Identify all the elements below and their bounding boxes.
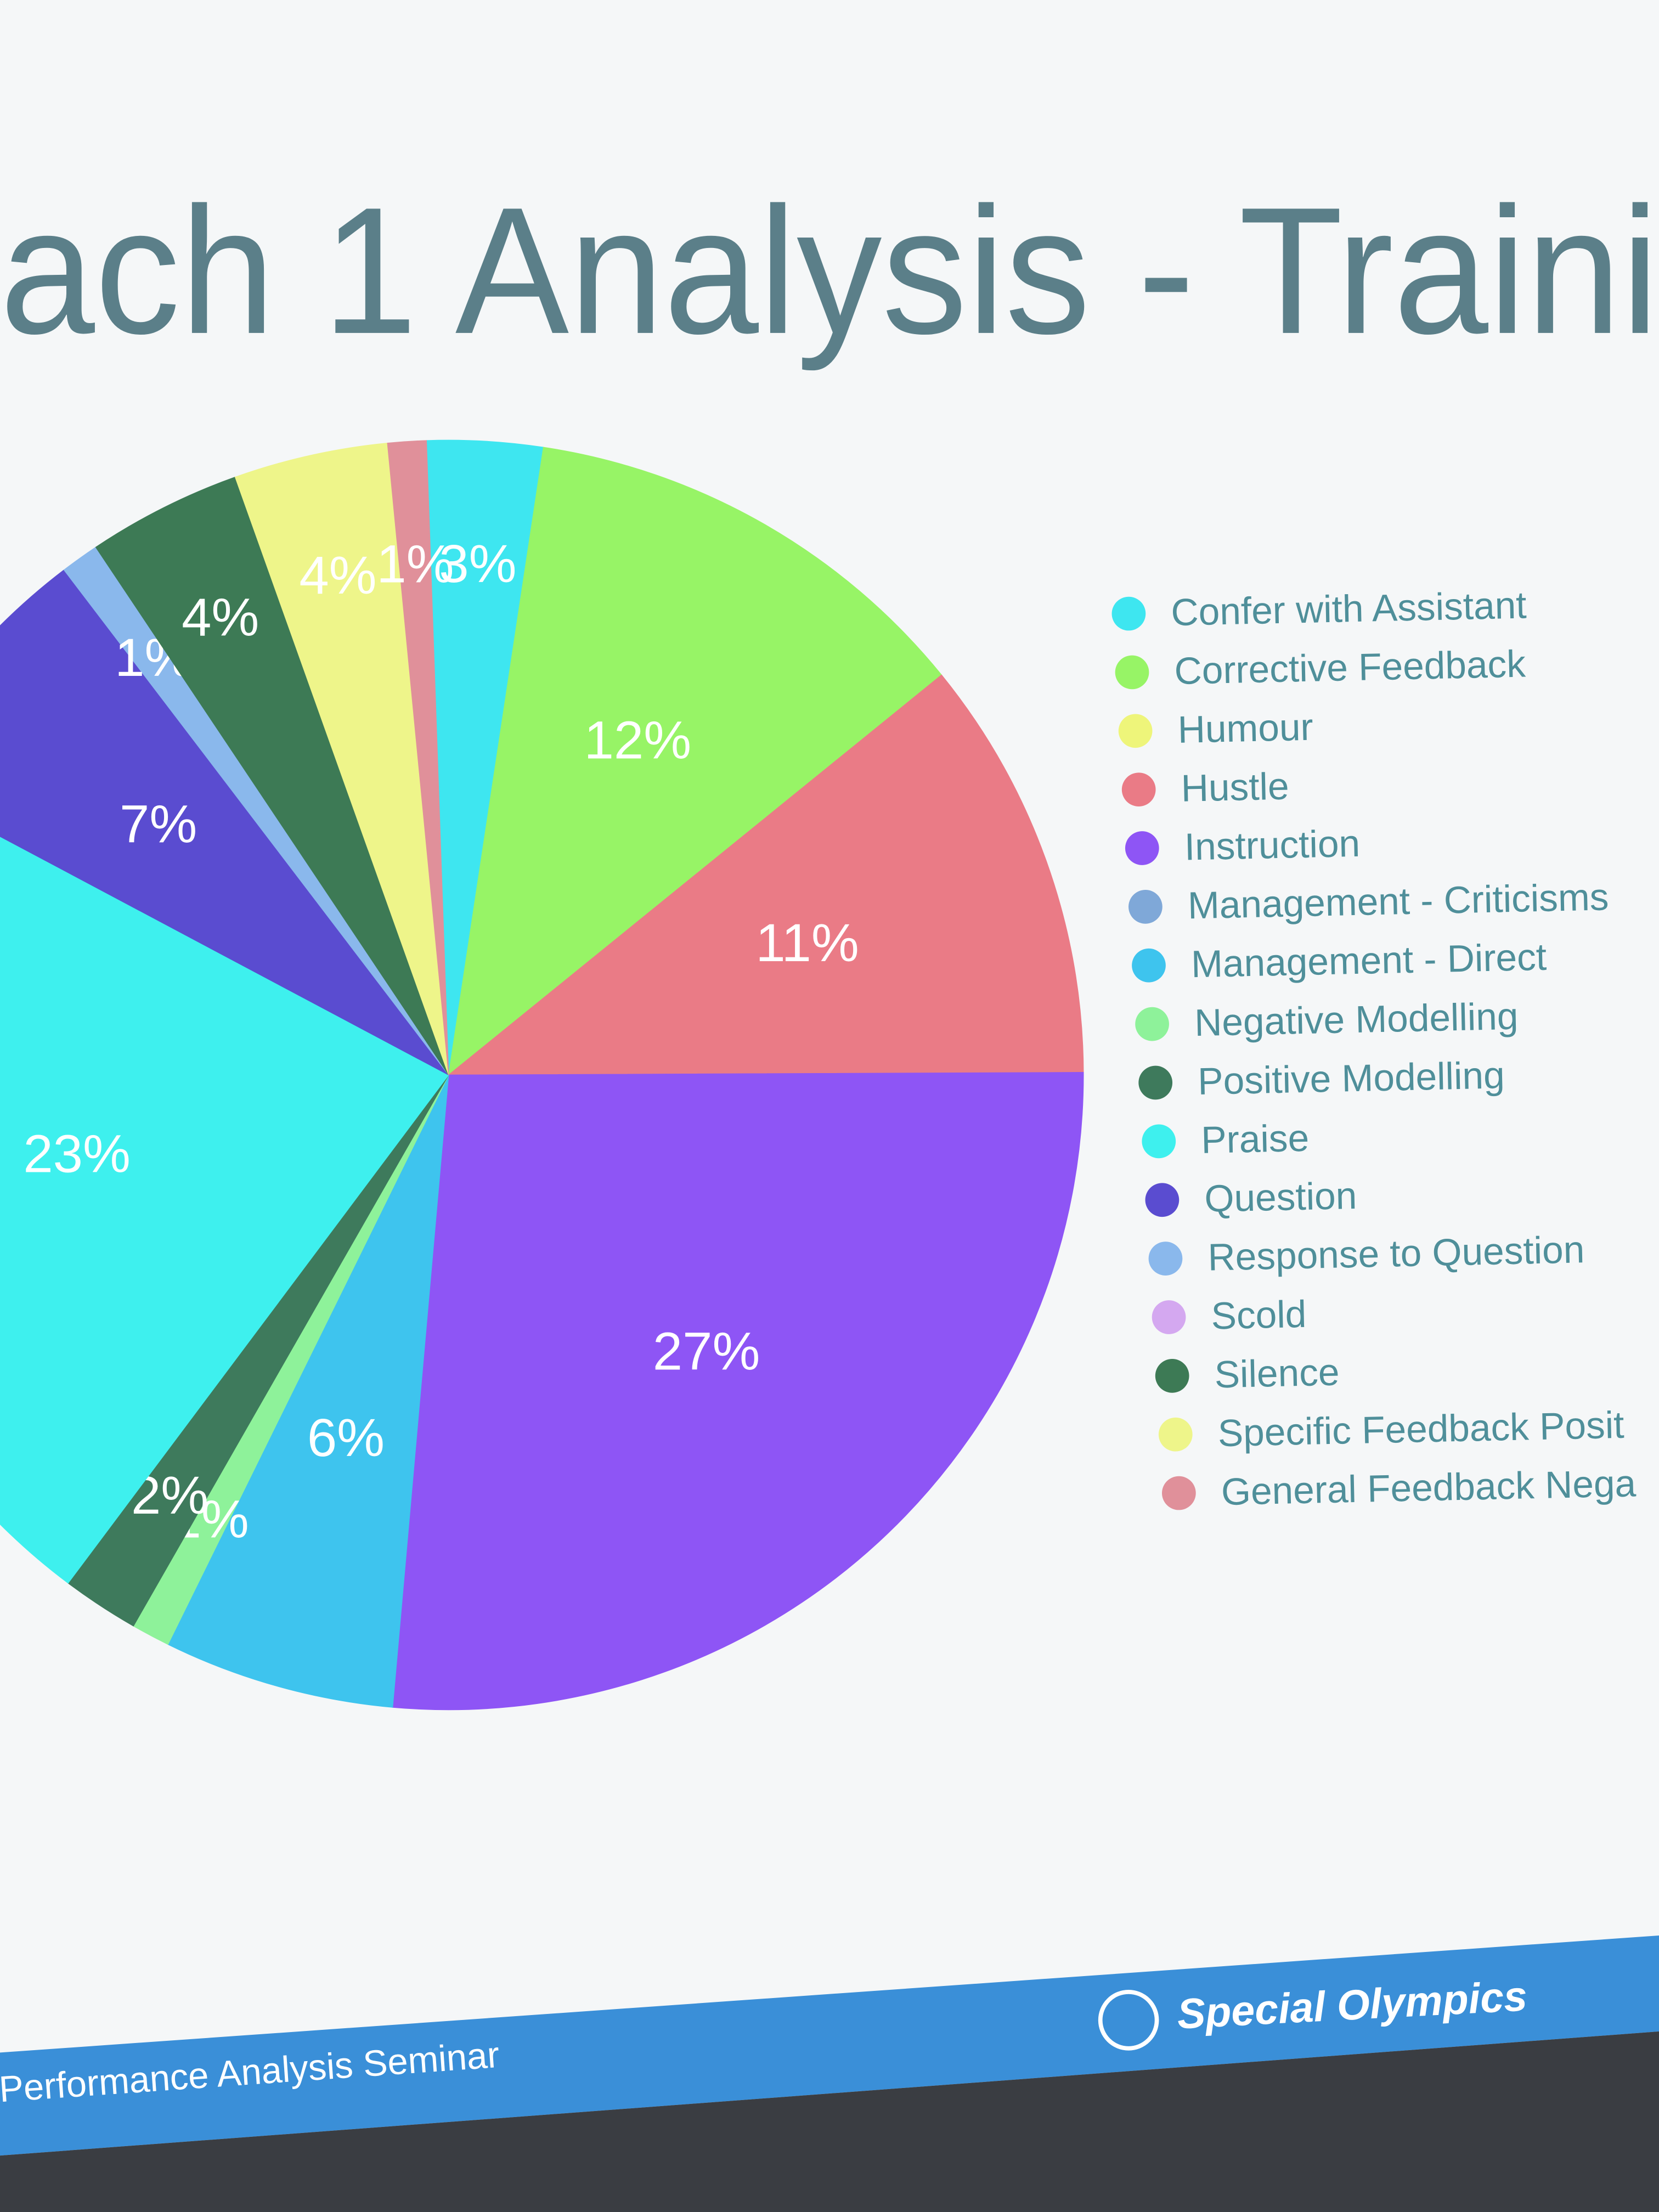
- legend-entry: Silence: [1214, 1351, 1340, 1396]
- pie-slice: [387, 440, 449, 1075]
- legend-entry: Specific Feedback Posit: [1217, 1403, 1624, 1454]
- footer-bar: [0, 1936, 1659, 2156]
- legend-swatch: [1125, 831, 1159, 865]
- legend-swatch: [1142, 1124, 1176, 1159]
- pie-slice: [234, 442, 449, 1075]
- data-label: 27%: [653, 1321, 760, 1381]
- legend-swatch: [1115, 655, 1149, 690]
- legend-entry: Hustle: [1181, 765, 1289, 810]
- legend-swatch: [1152, 1300, 1186, 1334]
- data-label: 1%: [376, 534, 454, 594]
- pie-slice: [0, 569, 449, 1075]
- pie: 3%12%11%27%6%1%2%23%7%1%4%4% 1%: [0, 439, 1084, 1711]
- pie-slice: [95, 476, 449, 1075]
- legend-entry: Question: [1204, 1174, 1357, 1220]
- screen-edge: [0, 2031, 1659, 2212]
- legend-swatch: [1121, 772, 1156, 807]
- pie-slice: [392, 1072, 1084, 1711]
- legend-swatch: [1148, 1242, 1183, 1276]
- pie-slice: [448, 447, 943, 1076]
- data-label: 7%: [120, 794, 197, 854]
- legend-swatch: [1145, 1183, 1180, 1217]
- legend-swatch: [1118, 714, 1153, 748]
- data-label: 12%: [584, 710, 692, 770]
- legend-entry: Instruction: [1184, 822, 1361, 868]
- legend-entry: Corrective Feedback: [1174, 642, 1526, 692]
- legend-entry: Confer with Assistant: [1171, 584, 1527, 634]
- logo-icon: [1098, 1990, 1159, 2051]
- legend-entry: Positive Modelling: [1197, 1053, 1505, 1103]
- legend-swatch: [1162, 1476, 1196, 1510]
- data-label: 23%: [23, 1124, 131, 1184]
- legend-swatch: [1138, 1065, 1173, 1100]
- chart-title: ach 1 Analysis - Traini: [0, 170, 1659, 373]
- data-label: 4%: [299, 545, 376, 605]
- legend-swatch: [1155, 1358, 1189, 1393]
- legend-swatch: [1128, 890, 1163, 924]
- legend-entry: Management - Direct: [1190, 935, 1547, 986]
- legend-entry: Scold: [1211, 1293, 1307, 1338]
- legend-entry: Praise: [1201, 1116, 1310, 1161]
- legend-swatch: [1132, 948, 1166, 983]
- legend: Confer with Assistant Corrective Feedback…: [1111, 584, 1637, 1513]
- legend-entry: Negative Modelling: [1194, 995, 1519, 1044]
- data-label: 11%: [755, 913, 859, 973]
- pie-slice: [167, 1075, 449, 1708]
- data-label: 3%: [439, 534, 516, 594]
- legend-entry: Humour: [1177, 706, 1313, 751]
- legend-entry: General Feedback Nega: [1221, 1462, 1637, 1513]
- legend-swatch: [1158, 1417, 1193, 1452]
- legend-swatch: [1135, 1007, 1169, 1041]
- data-label: 6%: [307, 1408, 385, 1468]
- legend-entry: Response to Question: [1207, 1228, 1585, 1278]
- pie-slice: [0, 836, 449, 1584]
- pie-slice: [447, 674, 1084, 1076]
- legend-swatch: [1111, 596, 1146, 631]
- legend-entry: Management - Criticisms: [1187, 875, 1609, 927]
- data-label: 4%: [182, 587, 259, 647]
